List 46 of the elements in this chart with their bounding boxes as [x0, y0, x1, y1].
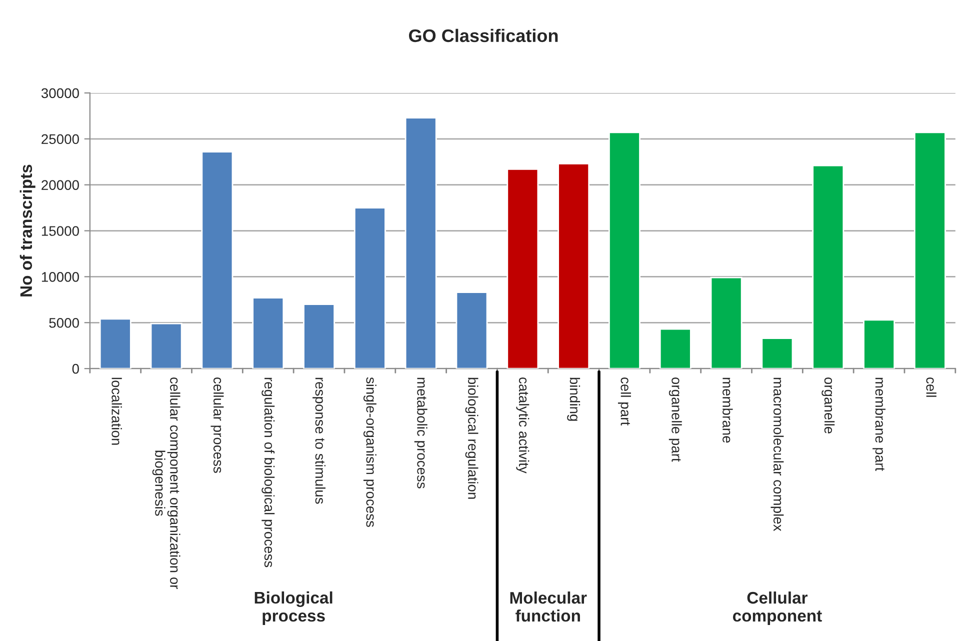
y-axis-title: No of transcripts [20, 164, 36, 296]
bar [558, 162, 590, 369]
bar [812, 164, 844, 369]
x-tick-label: macromolecular complex [770, 378, 784, 532]
x-tick-label: response to stimulus [312, 378, 326, 504]
y-tick-label: 25000 [42, 134, 79, 144]
chart-title: GO Classification [408, 28, 558, 42]
bar [354, 207, 386, 369]
text: Cellular component [732, 591, 822, 625]
bar [659, 328, 692, 369]
bar [404, 117, 437, 369]
x-tick-label: regulation of biological process [262, 378, 275, 568]
text: Biological process [254, 591, 332, 625]
bar [252, 297, 284, 369]
x-tick-label: localization [112, 378, 122, 445]
bar [608, 132, 640, 369]
x-tick-label: organelle [822, 377, 835, 434]
bar [303, 304, 335, 369]
y-tick-label: 10000 [42, 272, 79, 282]
y-tick-label: 0 [72, 364, 79, 374]
bar [456, 292, 488, 369]
bar [201, 151, 234, 369]
bar [914, 132, 946, 369]
bar [863, 319, 895, 369]
text: Molecular function [510, 591, 587, 622]
x-tick-label: membrane [722, 378, 733, 443]
x-tick-label: cell [926, 378, 936, 397]
bar [150, 322, 182, 369]
x-tick-label: cell part [618, 378, 631, 426]
x-tick-label: cellular process [210, 378, 224, 473]
x-tick-label: metabolic process [414, 378, 428, 488]
x-tick-label: cellular component organization or biogenesis [152, 378, 180, 589]
bar [99, 318, 132, 369]
bar [761, 338, 794, 369]
x-tick-label: catalytic activity [516, 378, 530, 474]
x-tick-label: organelle part [668, 377, 682, 462]
y-tick-label: 30000 [41, 88, 79, 98]
y-tick-label: 20000 [42, 180, 79, 190]
y-tick-label: 5000 [49, 318, 79, 328]
bar [710, 276, 742, 369]
bar [506, 168, 539, 369]
x-tick-label: single-organism process [363, 377, 376, 527]
y-tick-label: 15000 [42, 226, 79, 236]
x-tick-label: biological regulation [465, 378, 478, 499]
x-tick-label: membrane part [872, 378, 886, 471]
x-tick-label: binding [567, 378, 580, 421]
